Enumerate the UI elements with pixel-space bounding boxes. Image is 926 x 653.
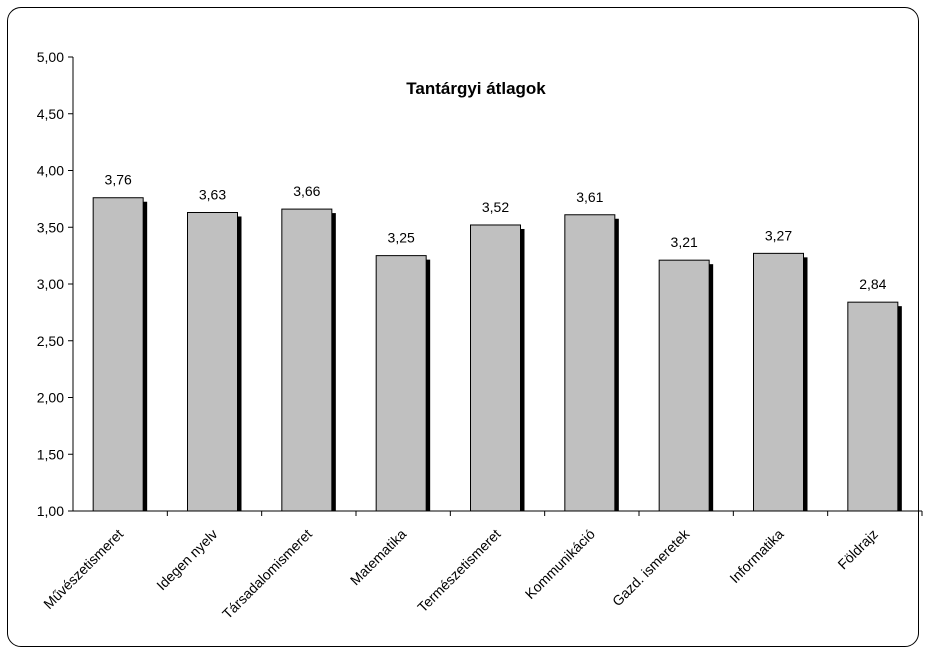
x-tick-label: Idegen nyelv [153,526,220,593]
chart-title: Tantárgyi átlagok [406,79,546,98]
bar [281,208,333,512]
data-label: 3,27 [765,227,792,243]
x-tick-label: Művészetismeret [40,526,126,612]
y-tick-label: 1,00 [37,503,64,519]
data-label: 3,25 [388,230,415,246]
bar [753,252,804,512]
x-tick-label: Matematika [347,526,410,589]
bar [658,259,710,512]
x-tick-label: Társadalomismeret [219,526,315,622]
data-label: 3,63 [199,186,226,202]
bar [847,301,899,512]
y-tick-label: 1,50 [37,446,64,462]
x-tick-label: Informatika [726,526,786,586]
bars: 3,76 3,63 3,66 3,25 3,52 3,61 3,21 3,27 2,84 [92,172,902,512]
data-label: 3,76 [105,172,132,188]
x-tick-label: Természetismeret [414,526,504,616]
x-tick-label: Kommunikáció [522,526,598,602]
y-tick-label: 5,00 [37,49,64,65]
bar [470,224,521,512]
y-tick-label: 2,50 [37,333,64,349]
data-label: 3,66 [293,183,320,199]
data-label: 3,61 [576,189,603,205]
x-tick-label: Földrajz [834,526,881,573]
data-label: 3,21 [671,234,698,250]
data-label: 3,52 [482,199,509,215]
y-tick-label: 4,50 [37,106,64,122]
bar [375,255,427,512]
bar [564,214,616,512]
x-tick-label: Gazd. ismeretek [609,525,693,609]
y-tick-label: 2,00 [37,390,64,406]
y-tick-label: 3,00 [37,276,64,292]
bar [92,197,144,512]
y-tick-label: 4,00 [37,163,64,179]
y-tick-label: 3,50 [37,219,64,235]
data-label: 2,84 [859,276,886,292]
bar [187,211,238,512]
